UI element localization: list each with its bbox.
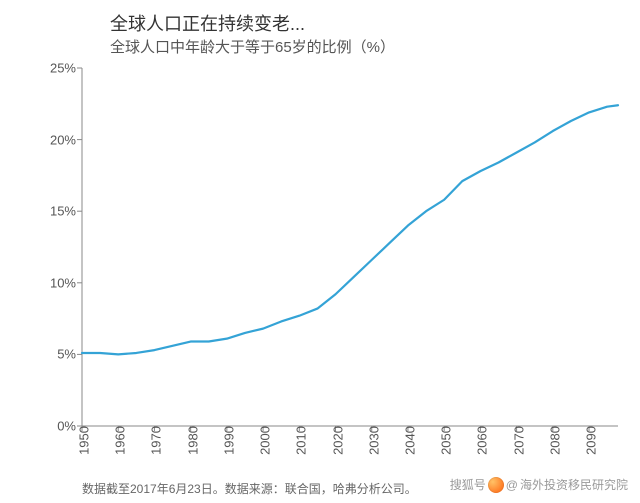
watermark-prefix: 搜狐号 bbox=[450, 476, 486, 493]
x-tick-label: 1950 bbox=[73, 426, 92, 455]
watermark: 搜狐号 @ 海外投资移民研究院 bbox=[450, 476, 628, 493]
y-tick-label: 20% bbox=[50, 132, 82, 147]
y-tick-label: 25% bbox=[50, 61, 82, 76]
plot-area: 0%5%10%15%20%25%195019601970198019902000… bbox=[82, 68, 618, 426]
chart-footer: 数据截至2017年6月23日。数据来源：联合国，哈弗分析公司。 bbox=[82, 480, 417, 497]
chart-subtitle: 全球人口中年龄大于等于65岁的比例（%） bbox=[110, 36, 395, 57]
x-tick-label: 1960 bbox=[109, 426, 128, 455]
plot-svg bbox=[82, 68, 618, 426]
y-tick-label: 5% bbox=[57, 347, 82, 362]
x-tick-label: 2030 bbox=[362, 426, 381, 455]
x-tick-label: 2070 bbox=[507, 426, 526, 455]
y-tick-label: 15% bbox=[50, 204, 82, 219]
chart-title: 全球人口正在持续变老... bbox=[110, 10, 305, 36]
watermark-at: @ bbox=[506, 478, 518, 492]
x-tick-label: 2040 bbox=[398, 426, 417, 455]
x-tick-label: 2020 bbox=[326, 426, 345, 455]
x-tick-label: 2000 bbox=[254, 426, 273, 455]
sohu-logo-icon bbox=[488, 477, 504, 493]
x-tick-label: 2060 bbox=[471, 426, 490, 455]
x-tick-label: 2080 bbox=[543, 426, 562, 455]
x-tick-label: 2010 bbox=[290, 426, 309, 455]
x-tick-label: 1970 bbox=[145, 426, 164, 455]
x-tick-label: 1990 bbox=[217, 426, 236, 455]
y-tick-label: 10% bbox=[50, 275, 82, 290]
watermark-name: 海外投资移民研究院 bbox=[520, 476, 628, 493]
x-tick-label: 2090 bbox=[580, 426, 599, 455]
x-tick-label: 1980 bbox=[181, 426, 200, 455]
chart-container: 全球人口正在持续变老... 全球人口中年龄大于等于65岁的比例（%） 0%5%1… bbox=[0, 0, 640, 503]
x-tick-label: 2050 bbox=[435, 426, 454, 455]
